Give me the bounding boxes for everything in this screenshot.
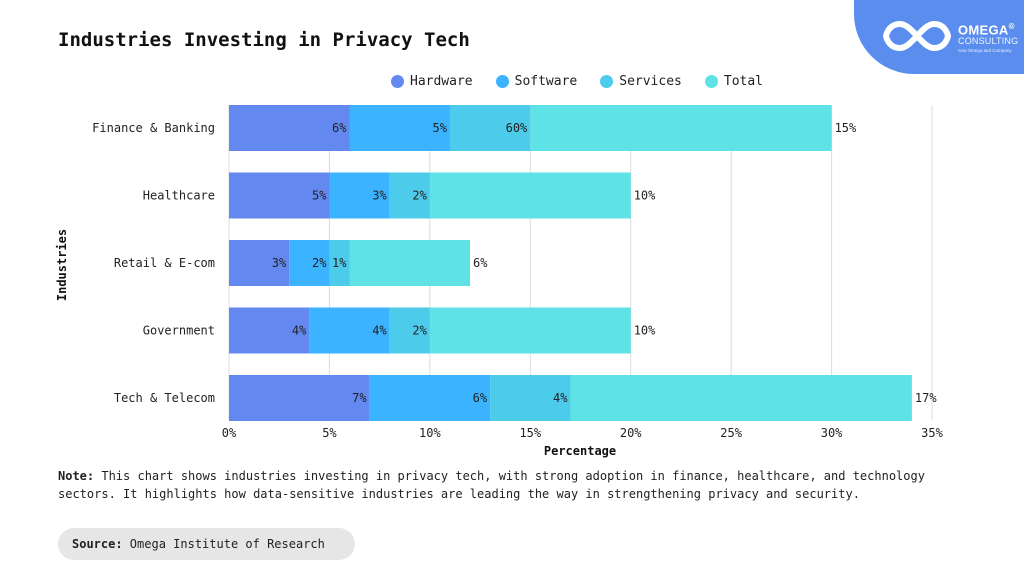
data-label-hardware: 3%	[272, 256, 287, 270]
bar-segment-services[interactable]	[449, 105, 531, 151]
data-label-services: 60%	[506, 121, 528, 135]
y-tick-label: Government	[143, 324, 215, 338]
data-label-hardware: 5%	[312, 189, 327, 203]
source-badge: Source: Omega Institute of Research	[58, 528, 355, 560]
x-tick-label: 0%	[222, 426, 237, 440]
data-label-total: 10%	[634, 324, 656, 338]
bar-row-finance-banking: 6% 5% 60% 15%	[229, 105, 857, 151]
bar-row-tech-telecom: 7% 6% 4% 17%	[229, 375, 937, 421]
data-label-services: 2%	[412, 324, 427, 338]
bar-segment-hardware[interactable]	[229, 172, 330, 219]
data-label-total: 6%	[473, 256, 488, 270]
legend-item-software[interactable]: Software	[495, 74, 578, 89]
chart-legend: Hardware Software Services Total	[391, 74, 763, 89]
legend-item-services[interactable]: Services	[600, 74, 682, 89]
bar-segment-software[interactable]	[309, 307, 390, 354]
bar-segment-total[interactable]	[530, 105, 832, 151]
bar-segment-software[interactable]	[289, 240, 330, 286]
y-axis-label: Industries	[55, 228, 69, 302]
bar-segment-services[interactable]	[490, 375, 571, 421]
bar-row-retail-e-com: 3% 2% 1% 6%	[229, 240, 488, 286]
bar-segment-software[interactable]	[369, 375, 491, 421]
data-label-services: 4%	[553, 391, 568, 405]
legend-label-hardware: Hardware	[410, 74, 473, 89]
x-tick-label: 25%	[720, 426, 742, 440]
data-label-total: 17%	[915, 391, 937, 405]
x-tick-label: 10%	[419, 426, 441, 440]
bar-segment-software[interactable]	[329, 172, 390, 219]
logo-tagline: now Omega and Company	[958, 48, 1012, 54]
logo-registered-mark: ®	[1008, 22, 1015, 31]
data-label-total: 15%	[835, 121, 857, 135]
legend-swatch-total	[704, 75, 718, 88]
bar-segment-total[interactable]	[570, 375, 912, 421]
bar-segment-hardware[interactable]	[229, 307, 310, 354]
bar-segment-total[interactable]	[349, 240, 471, 286]
bar-segment-software[interactable]	[349, 105, 450, 151]
company-logo: OMEGA® CONSULTING now Omega and Company	[854, 0, 1024, 74]
x-axis-ticks: 0% 5% 10% 15% 20% 25% 30% 35%	[222, 426, 944, 440]
bar-row-healthcare: 5% 3% 2% 10%	[229, 172, 656, 219]
note-text: This chart shows industries investing in…	[58, 469, 925, 501]
bar-segment-hardware[interactable]	[229, 240, 290, 286]
bars: 6% 5% 60% 15% 5% 3% 2% 10% 3% 2% 1% 6% 4% 4% 2% 10% 7% 6%…	[229, 105, 937, 421]
x-tick-label: 35%	[921, 426, 943, 440]
bar-segment-services[interactable]	[389, 307, 430, 354]
bar-segment-hardware[interactable]	[229, 375, 370, 421]
source-label: Source:	[72, 537, 123, 551]
data-label-software: 3%	[372, 189, 387, 203]
data-label-software: 2%	[312, 256, 327, 270]
source-text: Omega Institute of Research	[122, 537, 325, 551]
chart-note: Note: This chart shows industries invest…	[58, 467, 963, 503]
legend-swatch-software	[495, 75, 509, 88]
data-label-software: 6%	[473, 391, 488, 405]
logo-name: OMEGA	[958, 22, 1009, 38]
legend-item-hardware[interactable]: Hardware	[391, 74, 473, 89]
data-label-services: 2%	[412, 189, 427, 203]
x-tick-label: 30%	[821, 426, 843, 440]
data-label-hardware: 6%	[332, 121, 347, 135]
data-label-hardware: 7%	[352, 391, 367, 405]
y-axis-labels: Finance & Banking Healthcare Retail & E-co…	[92, 121, 215, 405]
x-axis-label: Percentage	[544, 444, 616, 458]
bar-row-government: 4% 4% 2% 10%	[229, 307, 656, 354]
infinity-logo-icon	[882, 20, 952, 52]
data-label-services: 1%	[332, 256, 347, 270]
x-tick-label: 15%	[519, 426, 541, 440]
bar-segment-hardware[interactable]	[229, 105, 350, 151]
x-tick-label: 20%	[620, 426, 642, 440]
legend-label-total: Total	[723, 74, 764, 89]
legend-label-software: Software	[514, 74, 578, 89]
data-label-hardware: 4%	[292, 324, 307, 338]
y-tick-label: Retail & E-com	[114, 256, 215, 270]
note-label: Note:	[58, 469, 95, 483]
data-label-software: 5%	[432, 121, 447, 135]
chart-title: Industries Investing in Privacy Tech	[58, 29, 470, 51]
y-tick-label: Finance & Banking	[92, 121, 215, 135]
data-label-total: 10%	[634, 189, 656, 203]
x-tick-label: 5%	[322, 426, 337, 440]
legend-swatch-services	[600, 75, 614, 88]
legend-item-total[interactable]: Total	[704, 74, 764, 89]
y-tick-label: Tech & Telecom	[114, 391, 215, 405]
bar-segment-total[interactable]	[429, 172, 631, 219]
legend-swatch-hardware	[391, 75, 404, 88]
bar-segment-total[interactable]	[429, 307, 631, 354]
y-tick-label: Healthcare	[143, 189, 215, 203]
logo-consulting: CONSULTING	[958, 36, 1019, 47]
stacked-bar-chart: 6% 5% 60% 15% 5% 3% 2% 10% 3% 2% 1% 6% 4% 4% 2% 10% 7% 6%…	[92, 105, 944, 458]
bar-segment-services[interactable]	[329, 240, 350, 286]
bar-segment-services[interactable]	[389, 172, 430, 219]
legend-label-services: Services	[619, 74, 682, 89]
data-label-software: 4%	[372, 324, 387, 338]
